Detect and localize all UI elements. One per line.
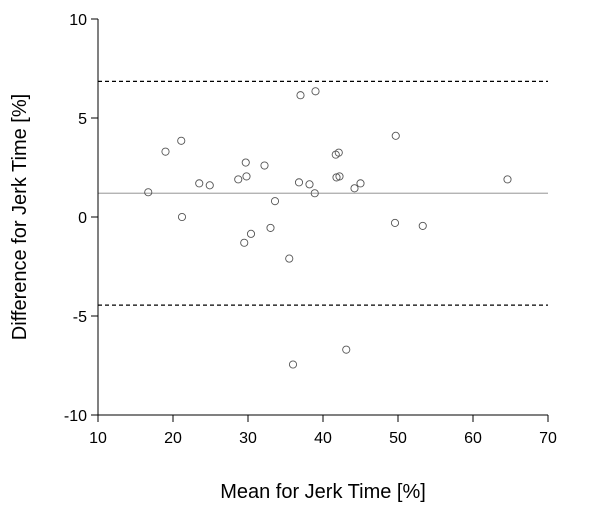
data-point	[241, 158, 250, 167]
data-point	[311, 87, 320, 96]
x-tick-label: 10	[89, 430, 107, 447]
data-point	[356, 179, 365, 188]
data-point	[391, 131, 400, 140]
y-tick-label: 0	[78, 210, 87, 227]
data-point	[195, 179, 204, 188]
data-point	[205, 181, 214, 190]
x-axis-ticks: 10 20 30 40 50 60 70	[89, 415, 557, 447]
data-point	[305, 180, 314, 189]
y-tick-label: 5	[78, 111, 87, 128]
data-point	[144, 188, 153, 197]
data-point	[266, 223, 275, 232]
data-point	[310, 189, 319, 198]
data-point	[285, 254, 294, 263]
x-tick-label: 70	[539, 430, 557, 447]
data-point	[234, 175, 243, 184]
data-point	[390, 218, 400, 227]
data-point	[503, 175, 512, 184]
data-point	[294, 178, 304, 187]
data-point	[260, 161, 269, 170]
x-tick-label: 30	[239, 430, 257, 447]
data-points	[144, 87, 512, 369]
reference-lines	[98, 80, 548, 306]
y-axis-title: Difference for Jerk Time [%]	[9, 94, 31, 340]
data-point	[296, 91, 305, 100]
x-tick-label: 40	[314, 430, 332, 447]
data-point	[288, 360, 298, 369]
x-tick-label: 20	[164, 430, 182, 447]
y-axis-ticks: -10 -5 0 5 10	[64, 12, 98, 425]
data-point	[246, 229, 256, 238]
data-point	[350, 184, 359, 193]
data-point	[334, 148, 343, 157]
data-point	[242, 172, 251, 181]
y-tick-label: -5	[73, 309, 87, 326]
x-tick-label: 60	[464, 430, 482, 447]
x-axis-title: Mean for Jerk Time [%]	[220, 481, 426, 503]
data-point	[177, 212, 187, 222]
axes	[97, 19, 548, 416]
data-point	[335, 172, 344, 181]
data-point	[418, 221, 427, 230]
y-tick-label: 10	[69, 12, 87, 29]
data-point	[342, 345, 351, 354]
data-point	[240, 238, 249, 247]
x-tick-label: 50	[389, 430, 407, 447]
y-tick-label: -10	[64, 408, 87, 425]
data-point	[177, 136, 186, 145]
data-point	[161, 147, 170, 156]
data-point	[270, 197, 280, 206]
